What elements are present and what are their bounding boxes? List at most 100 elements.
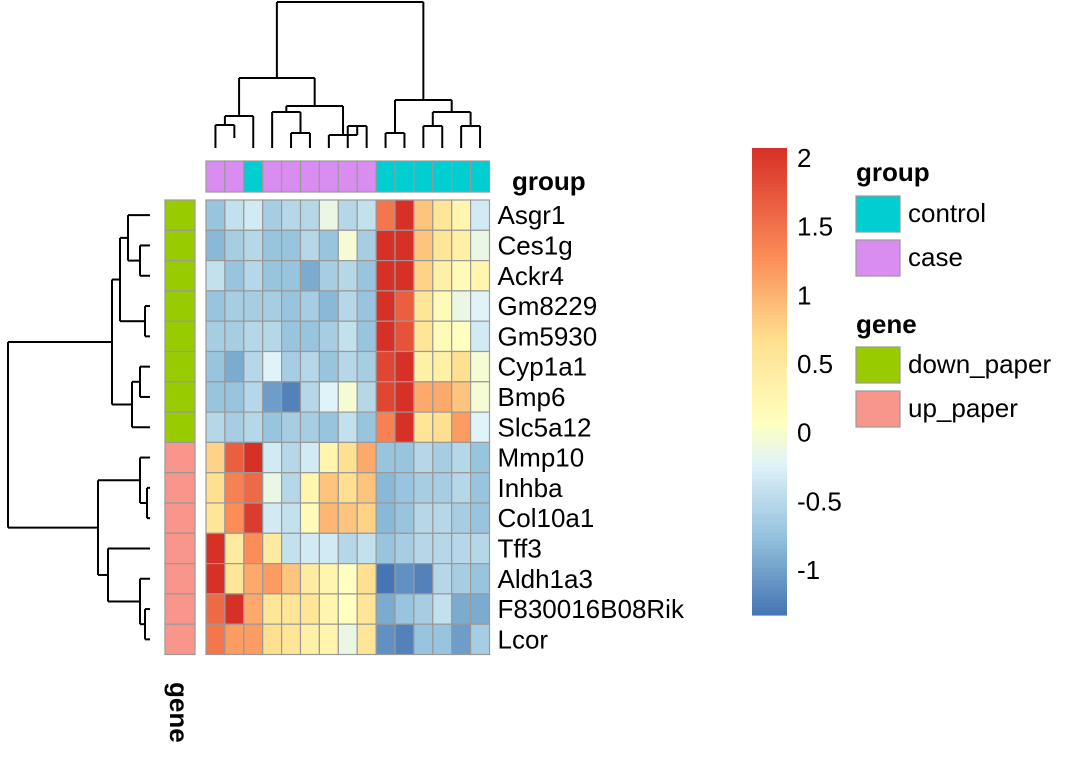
column-annotation-cell xyxy=(299,160,320,193)
row-label: Mmp10 xyxy=(498,443,585,473)
heatmap-cell xyxy=(243,532,264,565)
heatmap-cell xyxy=(470,229,491,262)
heatmap-cell xyxy=(318,411,339,444)
heatmap-cell xyxy=(375,199,396,231)
heatmap-cell xyxy=(356,562,377,595)
heatmap-cell xyxy=(432,441,453,474)
heatmap-cell xyxy=(281,532,302,565)
color-scale-segment xyxy=(752,420,787,425)
color-scale-segment xyxy=(752,474,787,480)
color-scale-tick-label: 0.5 xyxy=(797,349,833,379)
color-scale-segment xyxy=(752,253,787,258)
heatmap-cell xyxy=(224,229,245,262)
heatmap-cell xyxy=(318,260,339,292)
heatmap-cell xyxy=(375,502,396,534)
color-scale-segment xyxy=(752,159,787,165)
heatmap-cell xyxy=(356,472,377,504)
color-scale-segment xyxy=(752,272,787,278)
color-scale-tick-label: -1 xyxy=(797,555,820,585)
heatmap-cell xyxy=(356,320,377,353)
heatmap-cell xyxy=(299,229,320,262)
color-scale-segment xyxy=(752,245,787,250)
heatmap-cell xyxy=(413,502,434,534)
heatmap-cell xyxy=(394,290,415,322)
heatmap-cell xyxy=(432,229,453,262)
heatmap-cell xyxy=(451,411,472,444)
row-annotation-cell xyxy=(164,290,196,322)
heatmap-cell xyxy=(432,260,453,292)
heatmap-cell xyxy=(299,623,320,656)
heatmap-cell xyxy=(318,623,339,656)
color-scale-segment xyxy=(752,210,787,215)
heatmap-cell xyxy=(262,532,283,565)
heatmap-cell xyxy=(451,229,472,262)
group-legend-title: group xyxy=(856,157,930,187)
heatmap-cell xyxy=(375,290,396,322)
heatmap-cell xyxy=(470,290,491,322)
color-scale-segment xyxy=(752,183,787,188)
row-annotation-cell xyxy=(164,199,196,231)
heatmap-cell xyxy=(205,229,226,262)
heatmap-cell xyxy=(224,593,245,625)
heatmap-cell xyxy=(205,593,226,625)
heatmap-cell xyxy=(318,472,339,504)
heatmap-cell xyxy=(224,199,245,231)
heatmap-cell xyxy=(413,320,434,353)
color-scale-segment xyxy=(752,435,787,441)
heatmap-cell xyxy=(375,381,396,413)
heatmap-cell xyxy=(318,290,339,322)
color-scale-segment xyxy=(752,365,787,371)
color-scale-segment xyxy=(752,463,787,468)
color-scale-segment xyxy=(752,151,787,157)
heatmap-cell xyxy=(243,350,264,383)
heatmap-cell xyxy=(281,472,302,504)
color-scale-segment xyxy=(752,179,787,184)
color-scale-segment xyxy=(752,544,787,550)
color-scale-segment xyxy=(752,190,787,196)
color-scale-segment xyxy=(752,175,787,180)
heatmap-cell xyxy=(394,229,415,262)
row-label: Aldh1a3 xyxy=(498,564,593,594)
heatmap-cell xyxy=(337,381,358,413)
heatmap-cell xyxy=(205,562,226,595)
heatmap-cell xyxy=(356,623,377,656)
column-annotation-cell xyxy=(337,160,358,193)
heatmap-cell xyxy=(281,593,302,625)
heatmap-cell xyxy=(451,502,472,534)
color-scale-segment xyxy=(752,268,787,274)
heatmap-cell xyxy=(299,199,320,231)
heatmap-cell xyxy=(413,229,434,262)
heatmap-cell xyxy=(262,441,283,474)
color-scale-segment xyxy=(752,607,787,612)
heatmap-cell xyxy=(470,199,491,231)
color-scale-segment xyxy=(752,229,787,235)
column-annotation-cell xyxy=(356,160,377,193)
color-scale-segment xyxy=(752,218,787,223)
color-scale-segment xyxy=(752,502,787,507)
heatmap-cell xyxy=(243,229,264,262)
column-annotation-cell xyxy=(243,160,264,193)
heatmap-cell xyxy=(451,472,472,504)
heatmap-cell xyxy=(205,260,226,292)
heatmap-cell xyxy=(375,229,396,262)
heatmap-cell xyxy=(262,260,283,292)
heatmap-cell xyxy=(432,502,453,534)
row-label: Cyp1a1 xyxy=(498,352,588,382)
heatmap-cell xyxy=(205,350,226,383)
heatmap-cell xyxy=(356,532,377,565)
color-scale-segment xyxy=(752,148,787,153)
color-scale-segment xyxy=(752,541,787,546)
heatmap-cell xyxy=(451,260,472,292)
column-annotation-cell xyxy=(205,160,226,193)
heatmap-cell xyxy=(262,290,283,322)
heatmap-cell xyxy=(299,441,320,474)
color-scale-tick-label: 2 xyxy=(797,143,811,173)
heatmap-cell xyxy=(318,562,339,595)
heatmap-cell xyxy=(394,441,415,474)
row-annotation-cell xyxy=(164,623,196,656)
heatmap-cell xyxy=(394,593,415,625)
row-annotation-bar xyxy=(164,199,196,656)
color-scale-segment xyxy=(752,237,787,242)
heatmap-cell xyxy=(432,381,453,413)
column-dendrogram xyxy=(214,1,482,148)
